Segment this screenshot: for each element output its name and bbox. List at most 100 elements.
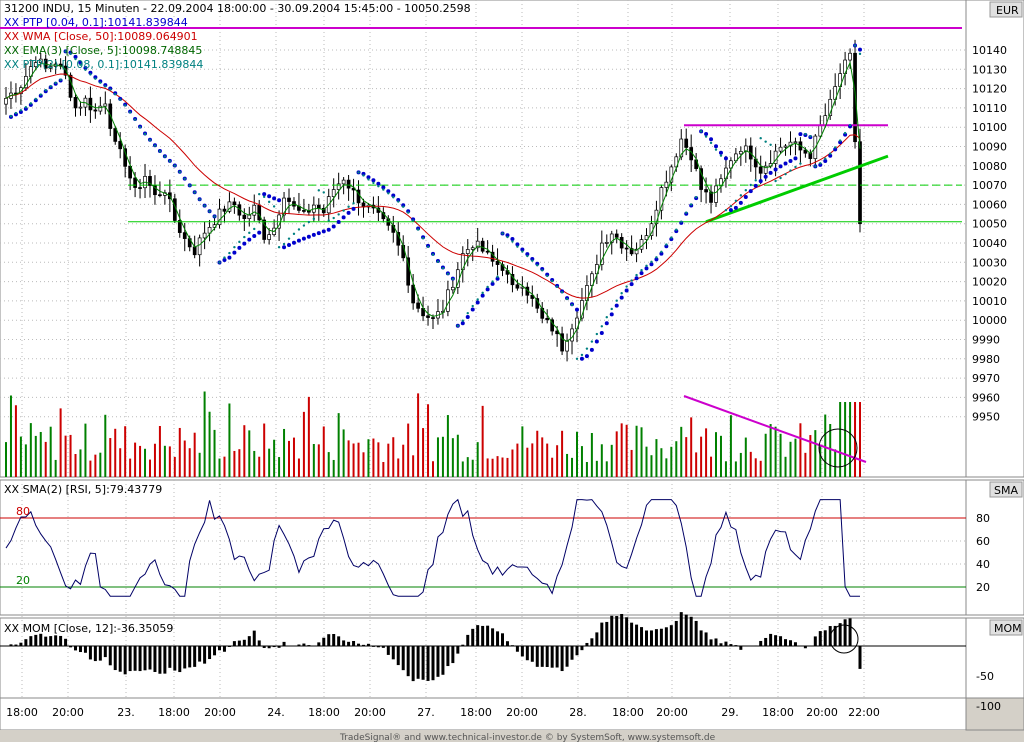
price-tick-label: 10070 [972,179,1007,192]
candle-body [510,273,515,286]
ptp2-dot [655,256,658,259]
ptp-dot [505,233,510,238]
ptp-dot [629,282,634,287]
ptp2-dot [188,184,191,187]
ptp2-dot [89,73,92,76]
ptp-dot [733,205,738,210]
ptp2-dot [312,217,316,221]
ptp-dot [460,321,465,326]
candle-body [624,247,629,250]
ptp-dot [83,66,88,71]
ptp-dot [704,131,709,136]
price-tick-label: 10100 [972,121,1007,134]
candle-body [257,204,262,221]
time-tick-label: 18:00 [460,706,492,719]
ptp2-dot [555,285,559,289]
candle-body [118,141,123,150]
eur-unit-label: EUR [996,4,1019,17]
rising-trendline [705,154,889,224]
ptp2-dot [238,240,241,244]
candle-body [227,201,232,212]
ptp2-dot [382,188,385,191]
candle-body [495,260,500,265]
ptp2-dot [819,162,822,165]
ptp2-dot [814,165,817,168]
candle-body [108,103,113,129]
candle-body [98,105,103,112]
time-tick-label: 18:00 [158,706,190,719]
ptp2-dot [829,152,832,155]
ptp2-dot [804,132,807,136]
ptp2-dot [74,57,77,61]
candle-body [321,207,326,214]
candle-body [267,234,272,240]
time-tick-label: 20:00 [354,706,386,719]
ptp-dot [644,266,649,271]
ptp-dot [366,175,371,180]
candle-body [560,333,564,352]
candle-body [639,239,644,250]
candle-body [664,181,669,188]
candle-body [346,179,351,189]
ptp2-dot [317,189,321,192]
candle-body [123,148,128,167]
ptp2-dot [24,106,28,109]
time-tick-label: 22:00 [848,706,880,719]
ptp2-dot [253,227,256,231]
ptp2-dot [39,93,42,96]
ptp2-dot [377,184,380,188]
ptp-dot [510,236,515,241]
ptp2-dot [178,170,181,174]
candle-body [788,141,793,147]
ptp-dot [291,240,296,245]
ptp2-dot [436,260,440,263]
ptp2-dot [764,140,767,143]
ptp-dot [654,257,659,262]
ptp-dot [252,234,257,239]
candle-body [783,145,788,148]
ptp2-dot [332,216,335,220]
ptp2-dot [630,279,633,282]
ptp2-dot [347,205,350,208]
ptp-dot [574,307,579,312]
rsi-panel-frame [0,479,967,616]
price-tick-label: 10060 [972,198,1007,211]
ptp2-dot [824,157,827,160]
ptp2-dot [99,81,102,84]
time-tick-label: 24. [267,706,285,719]
ptp2-dot [148,138,152,142]
ptp-dot [326,227,331,232]
ptp2-dot [277,246,281,249]
candle-body [659,187,664,211]
time-tick-label: 18:00 [6,706,38,719]
ptp-dot [525,252,530,257]
ptp2-dot [123,104,127,107]
ptp2-dot [660,250,663,253]
legend-ptp: XX PTP [0.04, 0.1]:10141.839844 [4,16,188,29]
ptp-dot [316,231,321,236]
rsi-title: XX SMA(2) [RSI, 5]:79.43779 [4,483,162,496]
ptp-dot [465,315,470,320]
ptp2-dot [560,291,564,294]
ptp-dot [773,167,778,172]
price-tick-label: 10120 [972,83,1007,96]
ptp-dot [267,194,272,199]
ptp2-dot [143,132,147,136]
ptp2-dot [501,232,504,235]
time-tick-label: 29. [721,706,739,719]
ptp2-dot [352,202,355,205]
ptp-dot [287,242,292,247]
candle-body [4,98,8,105]
ptp2-dot [362,174,365,177]
ptp2-dot [853,44,857,47]
candle-body [738,151,743,155]
ptp2-dot [481,291,484,295]
ptp2-dot [397,200,400,203]
mom-tick-label: -100 [976,700,1001,713]
ptp-dot [748,189,753,194]
mom-unit-box [989,619,1023,636]
ptp2-dot [451,277,455,281]
ptp2-dot [585,347,589,350]
legend-ema: XX EMA(3) [Close, 5]:10098.748845 [4,44,202,57]
ptp2-dot [689,203,693,206]
